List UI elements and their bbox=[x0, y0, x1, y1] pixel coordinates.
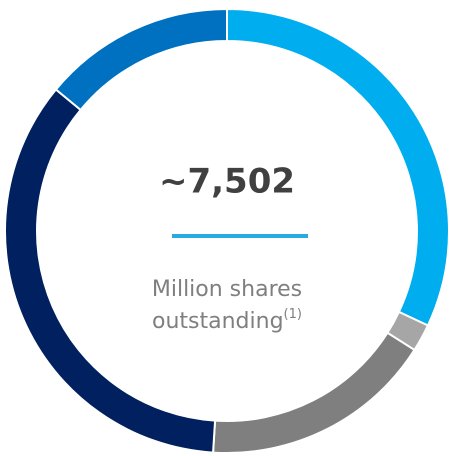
footnote-marker: (1) bbox=[284, 307, 302, 322]
center-value: ~7,502 bbox=[159, 162, 295, 202]
center-caption: Million shares bbox=[152, 277, 302, 302]
donut-segment bbox=[54, 7, 228, 112]
donut-ring bbox=[4, 7, 450, 454]
donut-segment bbox=[212, 331, 416, 454]
caption-text: outstanding bbox=[152, 309, 284, 334]
donut-segment bbox=[4, 88, 217, 454]
center-caption: outstanding(1) bbox=[152, 307, 302, 335]
